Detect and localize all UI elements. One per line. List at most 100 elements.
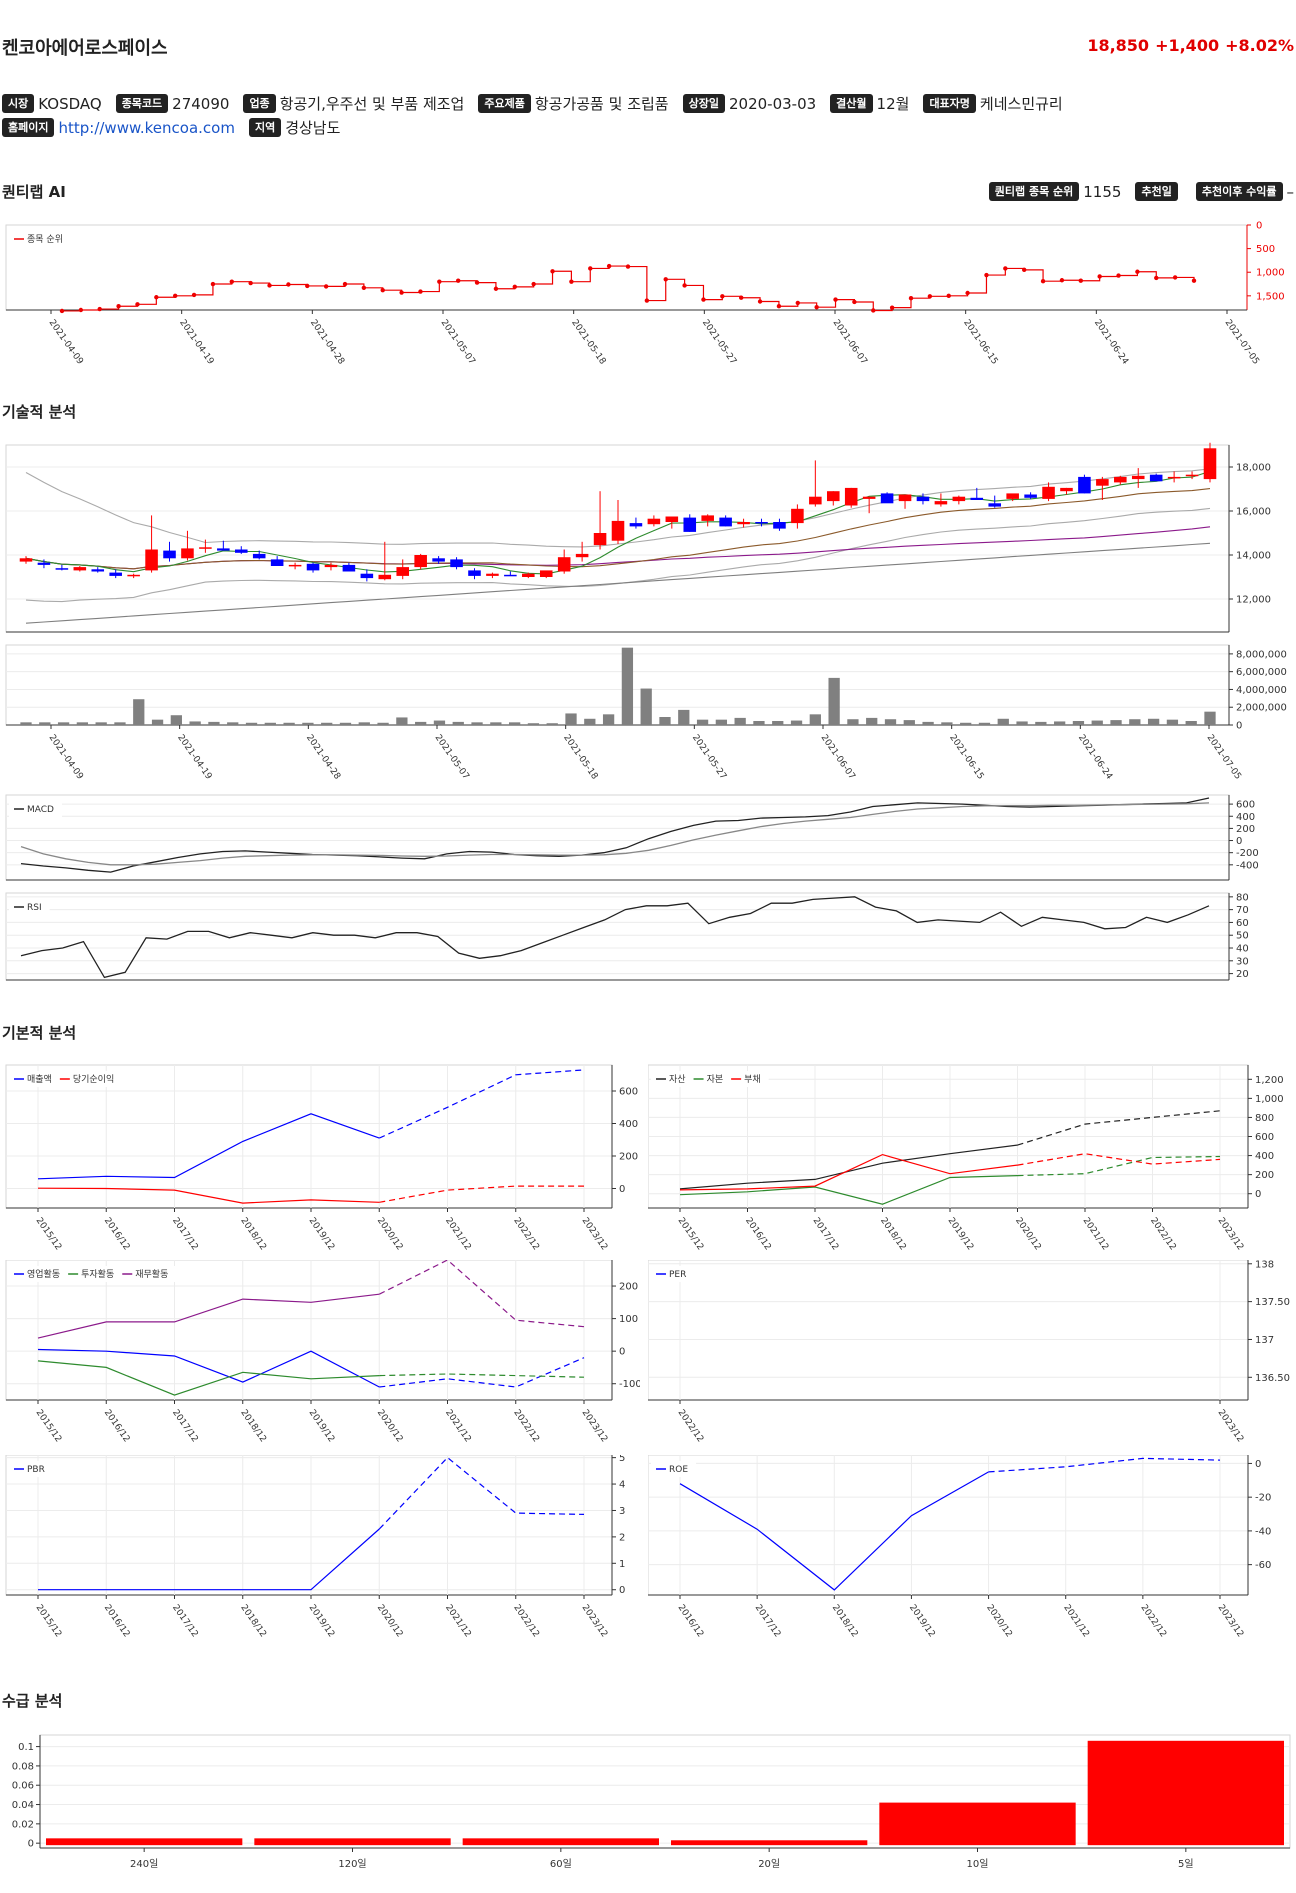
price-candle-body	[575, 553, 589, 558]
volume-bar	[621, 647, 634, 725]
info-row-1: 시장 KOSDAQ 종목코드 274090 업종 항공기,우주선 및 부품 제조업 주…	[2, 93, 1077, 114]
price-ma-long	[25, 542, 1211, 624]
volume-bar	[1185, 721, 1197, 725]
rank-point	[720, 294, 725, 299]
macd-ytick-label: 600	[1236, 800, 1255, 811]
fundamental-section-title: 기본적 분석	[2, 1024, 77, 1042]
volume-ytick-label: 4,000,000	[1236, 685, 1287, 696]
sales-xtick-label: 2018/12	[238, 1216, 268, 1252]
balance-legend-label: 자산	[669, 1074, 686, 1085]
price-ytick-label: 12,000	[1236, 595, 1271, 606]
balance-xtick-label: 2017/12	[811, 1216, 841, 1252]
price-candle-body	[450, 559, 463, 568]
rank-point	[418, 289, 423, 294]
volume-ytick-label: 6,000,000	[1236, 667, 1287, 678]
volume-bar	[1110, 720, 1122, 725]
rank-point	[78, 307, 84, 313]
rank-point	[1116, 273, 1121, 278]
macd-legend-label: MACD	[27, 805, 54, 815]
volume-xtick-label: 2021-05-18	[561, 733, 599, 782]
volume-bar	[960, 722, 972, 725]
volume-bar	[903, 720, 915, 725]
pbr-ytick-label: 4	[619, 1480, 625, 1491]
supply-xtick-label: 10일	[967, 1858, 989, 1870]
return-tag: 추천이후 수익률	[1195, 182, 1283, 201]
rank-xtick-label: 2021-06-15	[961, 318, 999, 367]
roe-xtick-label: 2020/12	[984, 1603, 1014, 1639]
cashflow-legend-label: 재무활동	[135, 1268, 168, 1280]
rank-point	[1040, 278, 1046, 284]
homepage-link[interactable]: http://www.kencoa.com	[58, 118, 235, 137]
pbr-xtick-label: 2019/12	[307, 1603, 337, 1639]
rank-point	[550, 269, 555, 274]
rank-point	[814, 304, 819, 310]
balance-ytick-label: 400	[1255, 1151, 1274, 1162]
volume-bar	[189, 721, 201, 725]
price-candle-body	[719, 517, 732, 527]
rank-point	[984, 272, 989, 278]
volume-bar	[339, 722, 352, 725]
cashflow-series-line	[37, 1348, 380, 1388]
price-ytick-label: 16,000	[1236, 507, 1271, 518]
price-candle-body	[647, 518, 661, 525]
price-candle-body	[737, 522, 750, 525]
roe-series-line	[679, 1471, 989, 1591]
volume-bar	[565, 713, 577, 725]
roe-xtick-label: 2016/12	[676, 1603, 706, 1639]
rank-point	[663, 277, 668, 282]
macd-ytick-label: 200	[1236, 824, 1255, 835]
price-candle-body	[1024, 494, 1037, 498]
market-tag: 시장	[2, 94, 35, 113]
rank-ytick-label: 1,000	[1256, 268, 1285, 279]
rank-point	[531, 281, 536, 287]
rank-chart: 0 500 1,000 1,500 2021-04-09 2021-04-19 2021-0…	[5, 221, 1285, 367]
price-candle-body	[1114, 476, 1127, 483]
price-candle-body	[844, 487, 858, 506]
supply-xtick-label: 20일	[758, 1858, 780, 1870]
rank-point	[474, 280, 480, 285]
pbr-ytick-label: 0	[619, 1585, 625, 1596]
price-candle-body	[181, 548, 194, 559]
price-candle-body	[504, 574, 517, 577]
code-value: 274090	[172, 94, 230, 113]
volume-bar	[396, 717, 408, 725]
per-ytick-label: 137.50	[1255, 1297, 1290, 1308]
price-candle-body	[916, 496, 930, 502]
rank-point	[606, 263, 612, 269]
industry-value: 항공기,우주선 및 부품 제조업	[279, 95, 465, 113]
rank-point	[380, 287, 385, 293]
volume-bar	[114, 722, 126, 725]
listing-tag: 상장일	[682, 94, 725, 113]
balance-legend-box	[651, 1071, 769, 1087]
macd-ytick-label: 400	[1236, 812, 1255, 823]
listing-value: 2020-03-03	[728, 94, 817, 113]
per-ytick-label: 137	[1255, 1335, 1274, 1346]
balance-xtick-label: 2015/12	[676, 1216, 706, 1252]
rank-point	[267, 283, 272, 288]
per-xtick-label: 2023/12	[1216, 1408, 1246, 1444]
roe-ytick-label: -40	[1255, 1526, 1271, 1537]
sales-series-line	[37, 1113, 380, 1180]
price-ma20	[25, 488, 1211, 570]
price-candle-body	[952, 496, 966, 502]
roe-ytick-label: 0	[1255, 1459, 1261, 1470]
price-candle-body	[270, 559, 284, 566]
rank-point	[173, 293, 178, 299]
pbr-xtick-label: 2015/12	[34, 1603, 64, 1639]
volume-bar	[546, 723, 558, 725]
volume-bar	[377, 722, 389, 725]
price-candle-body	[432, 558, 445, 562]
pbr-xtick-label: 2016/12	[102, 1603, 132, 1639]
rank-point	[323, 284, 329, 289]
per-ytick-label: 136.50	[1255, 1373, 1290, 1384]
cashflow-legend-box	[9, 1266, 177, 1282]
sales-xtick-label: 2022/12	[511, 1216, 541, 1252]
price-candle-body	[19, 558, 33, 562]
cashflow-ytick-label: 0	[619, 1347, 625, 1358]
volume-bar	[490, 722, 502, 725]
pbr-xtick-label: 2022/12	[511, 1603, 541, 1639]
supply-xtick-label: 60일	[550, 1858, 572, 1870]
pbr-xtick-label: 2018/12	[238, 1603, 268, 1639]
